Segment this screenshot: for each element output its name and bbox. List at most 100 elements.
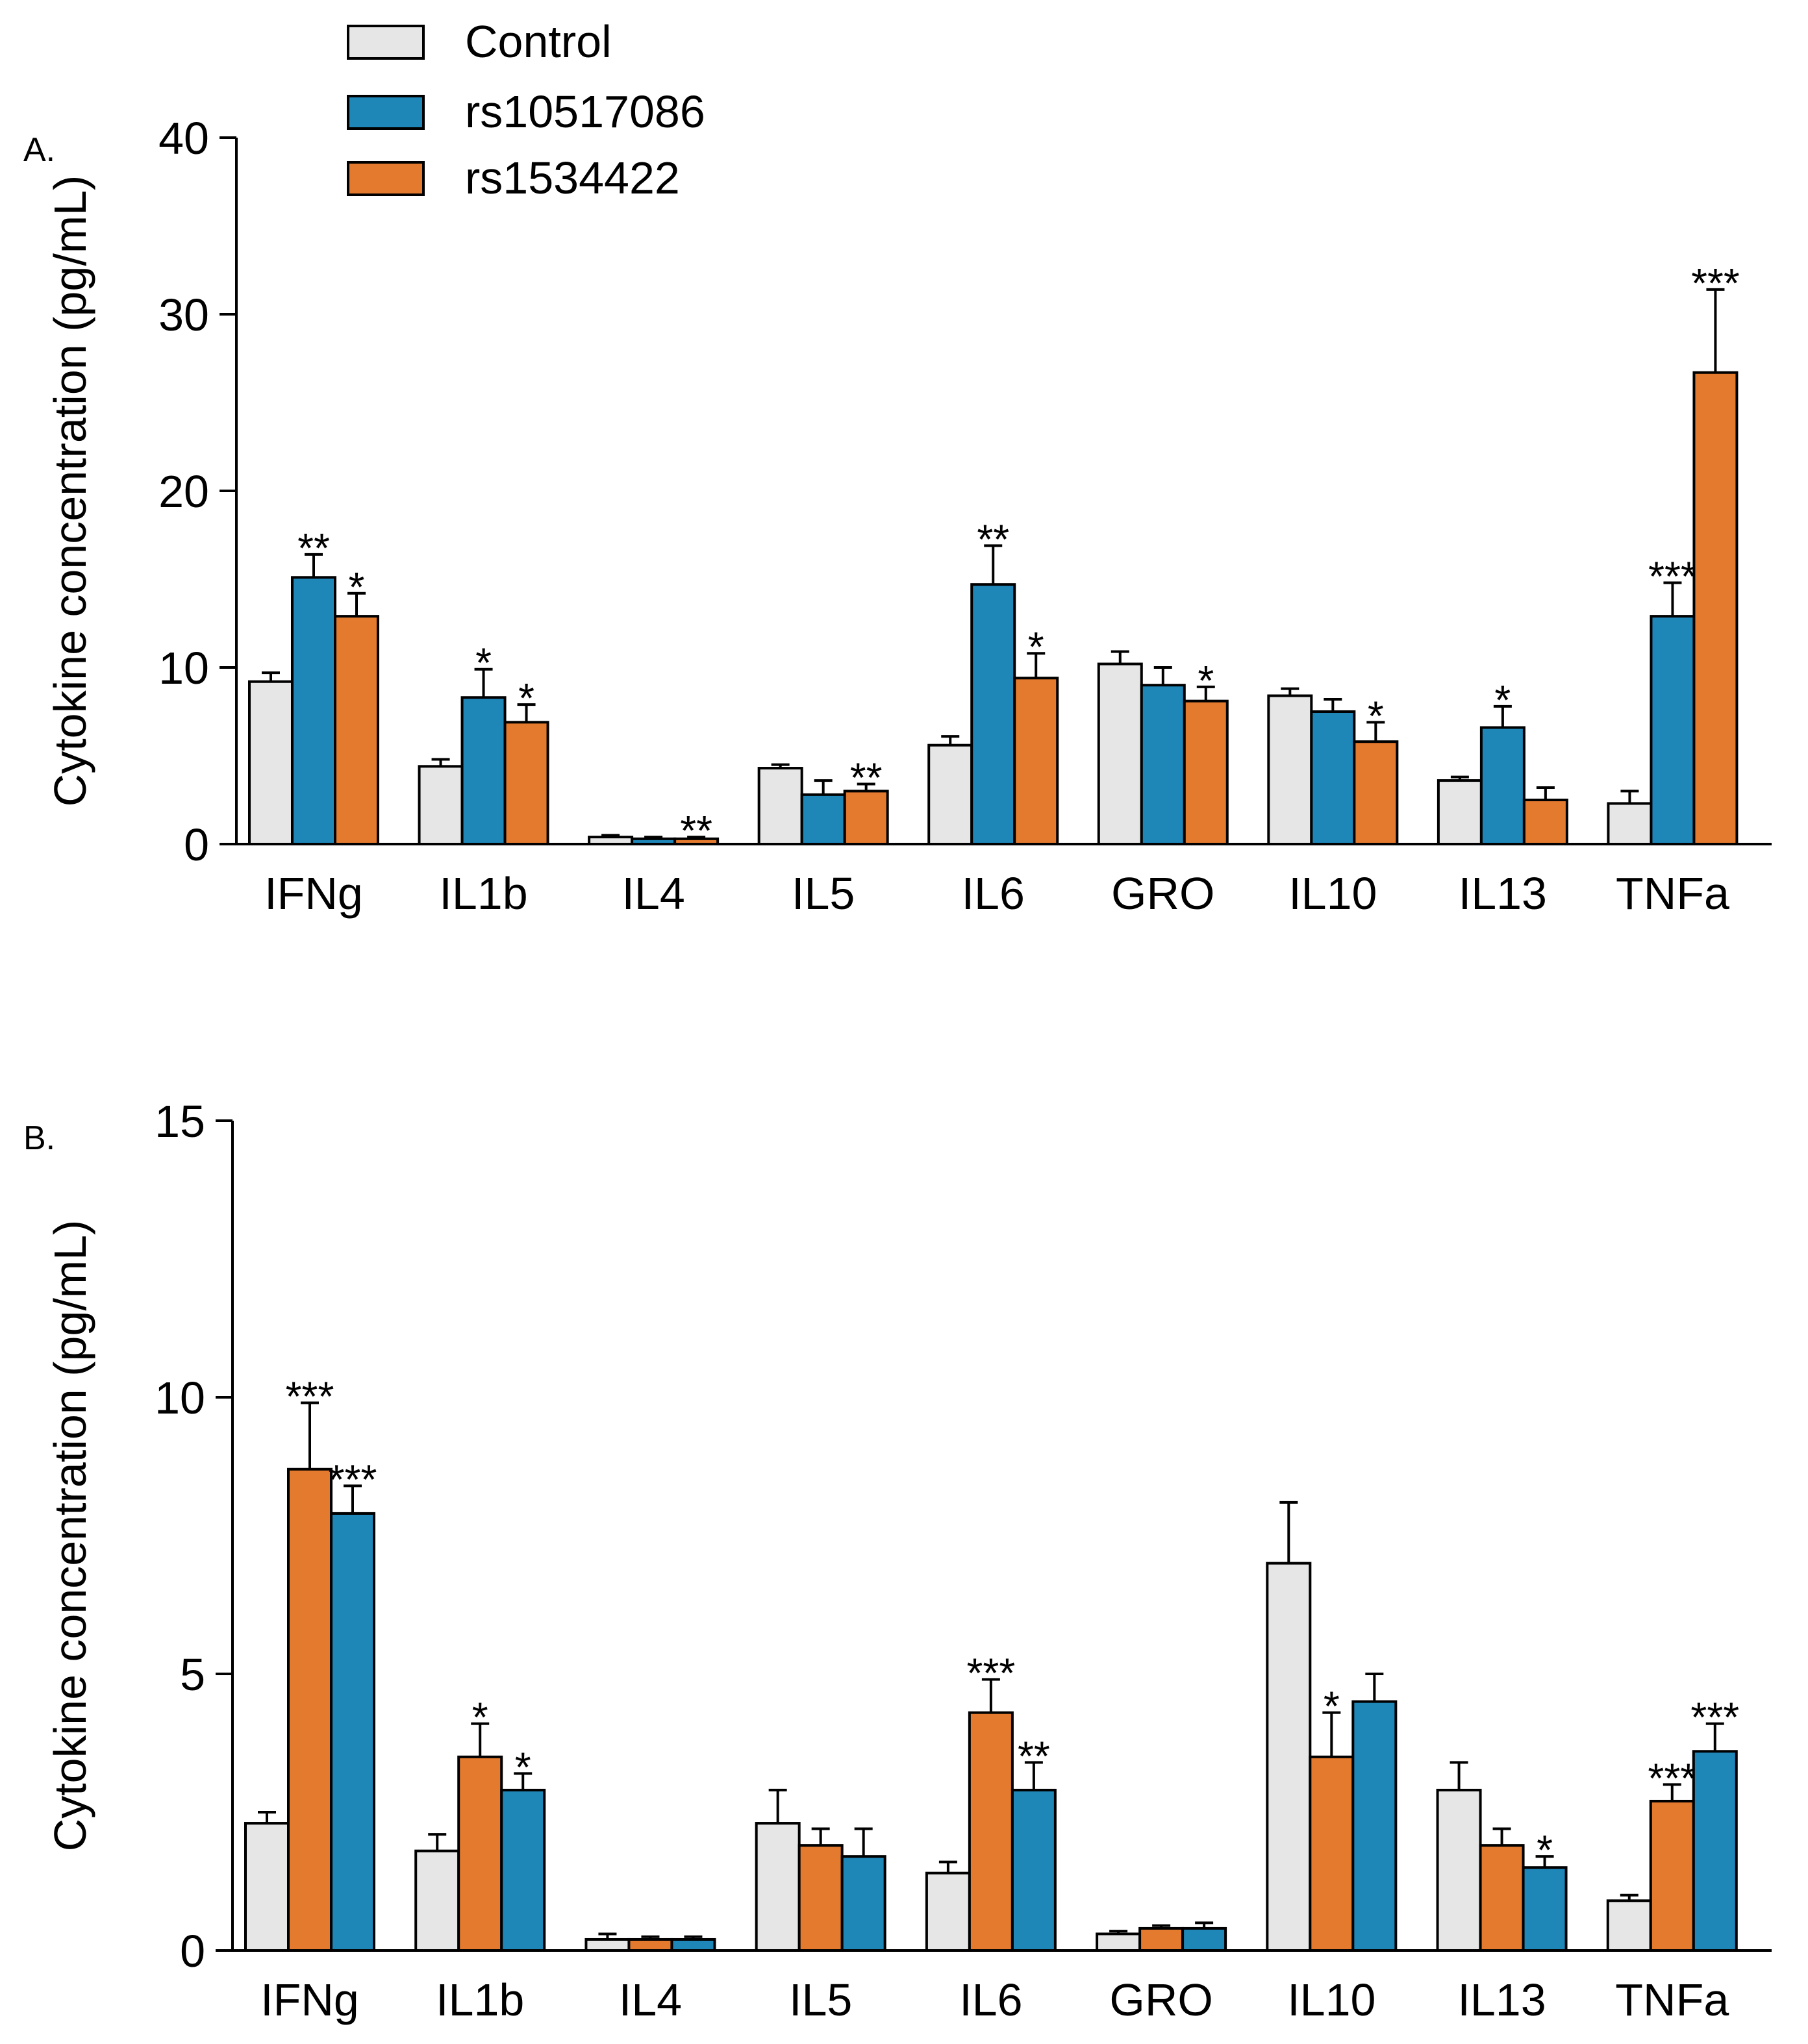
- significance-label: ***: [1648, 553, 1697, 599]
- bar: [970, 583, 1016, 845]
- x-tick-label: IL10: [1287, 1975, 1375, 2025]
- bar: [1436, 1788, 1482, 1952]
- bar: [631, 837, 677, 845]
- significance-label: **: [1018, 1732, 1050, 1779]
- bar: [968, 1711, 1014, 1952]
- legend-entry-rs10517086: rs10517086: [347, 86, 705, 137]
- x-tick-label: IL5: [789, 1975, 852, 2025]
- y-tick-label: 15: [155, 1096, 205, 1147]
- legend-swatch-rs1534422: [347, 161, 425, 196]
- bar: [1692, 1750, 1738, 1952]
- y-tick-label: 0: [184, 819, 209, 870]
- bar: [1138, 1926, 1185, 1952]
- x-tick-label: IL13: [1457, 1975, 1546, 2025]
- x-tick-label: IL4: [622, 868, 684, 919]
- legend-label-rs1534422: rs1534422: [465, 153, 680, 203]
- bar: [1097, 662, 1143, 845]
- bar: [287, 1467, 333, 1952]
- bar: [1310, 710, 1356, 845]
- significance-label: *: [1537, 1826, 1553, 1873]
- bar: [414, 1849, 460, 1952]
- bar: [1649, 1799, 1695, 1952]
- significance-label: ***: [286, 1373, 334, 1420]
- bar: [1183, 699, 1229, 846]
- bar: [584, 1938, 631, 1952]
- x-tick-label: IFNg: [264, 868, 363, 919]
- panel-label: B.: [23, 1119, 55, 1157]
- bar: [1011, 1788, 1057, 1952]
- bar: [925, 1871, 971, 1952]
- bar: [1479, 726, 1526, 845]
- bar: [757, 767, 803, 846]
- bar: [330, 1512, 375, 1952]
- bar: [755, 1822, 801, 1952]
- bar: [291, 576, 336, 846]
- significance-label: ***: [329, 1456, 377, 1502]
- significance-label: *: [518, 675, 534, 721]
- y-tick-label: 10: [158, 643, 209, 693]
- bar: [1650, 615, 1696, 845]
- bar: [588, 836, 634, 845]
- significance-label: ***: [967, 1650, 1016, 1697]
- significance-label: *: [349, 564, 365, 610]
- panel-label: A.: [23, 131, 55, 169]
- legend-swatch-rs10517086: [347, 95, 425, 130]
- bar: [503, 721, 549, 845]
- y-tick-label: 10: [155, 1373, 205, 1423]
- bar: [1692, 371, 1739, 845]
- bar: [1479, 1844, 1525, 1952]
- x-tick-label: IL6: [962, 868, 1025, 919]
- bar: [797, 1844, 844, 1952]
- bar: [843, 790, 889, 846]
- panel-b: B.Cytokine concentration (pg/mL)051015**…: [23, 1096, 1772, 2025]
- panel-a: A. Cytokine concentration (pg/mL) 0 10 20 30 4…: [23, 113, 1772, 919]
- bar: [334, 615, 379, 845]
- legend-label-rs10517086: rs10517086: [465, 86, 705, 137]
- bar: [1096, 1932, 1142, 1952]
- bar: [244, 1822, 290, 1952]
- x-tick-label: IL6: [959, 1975, 1022, 2025]
- bar: [1267, 694, 1313, 846]
- x-tick-label: IL5: [792, 868, 855, 919]
- x-tick-label: GRO: [1109, 1975, 1212, 2025]
- bar: [670, 1938, 716, 1952]
- y-tick-label: 40: [158, 113, 209, 164]
- legend-swatch-control: [347, 25, 425, 60]
- legend-entry-rs1534422: rs1534422: [347, 153, 680, 203]
- significance-label: *: [1198, 657, 1214, 704]
- x-tick-label: IL1b: [439, 868, 527, 919]
- bar: [1607, 802, 1653, 845]
- significance-label: **: [977, 516, 1009, 562]
- bar: [1522, 1866, 1568, 1952]
- y-axis-label: Cytokine concentration (pg/mL): [45, 1220, 95, 1852]
- bar: [1353, 740, 1399, 845]
- y-tick-label: 5: [180, 1649, 205, 1700]
- bar: [457, 1755, 503, 1952]
- bar: [248, 680, 294, 846]
- y-tick-label: 20: [158, 466, 209, 517]
- bar: [1140, 684, 1186, 845]
- x-tick-label: IL10: [1288, 868, 1377, 919]
- legend-entry-control: Control: [347, 16, 612, 67]
- significance-label: *: [1028, 623, 1044, 670]
- x-tick-label: TNFa: [1615, 1975, 1729, 2025]
- bar: [1437, 779, 1483, 845]
- x-tick-label: IL1b: [436, 1975, 524, 2025]
- bar: [927, 743, 973, 846]
- significance-label: *: [515, 1743, 531, 1790]
- significance-label: ***: [1691, 260, 1740, 306]
- bar: [1013, 677, 1059, 845]
- bar: [500, 1788, 546, 1952]
- significance-label: *: [475, 640, 492, 686]
- bar: [1522, 799, 1568, 845]
- bar: [627, 1938, 673, 1952]
- x-tick-label: IL4: [619, 1975, 682, 2025]
- bar: [1351, 1700, 1398, 1952]
- y-axis-label: Cytokine concentration (pg/mL): [45, 175, 95, 807]
- x-tick-label: TNFa: [1616, 868, 1729, 919]
- legend-label-control: Control: [465, 16, 612, 67]
- x-tick-label: GRO: [1111, 868, 1214, 919]
- bar: [1309, 1755, 1355, 1952]
- bar: [1181, 1926, 1227, 1952]
